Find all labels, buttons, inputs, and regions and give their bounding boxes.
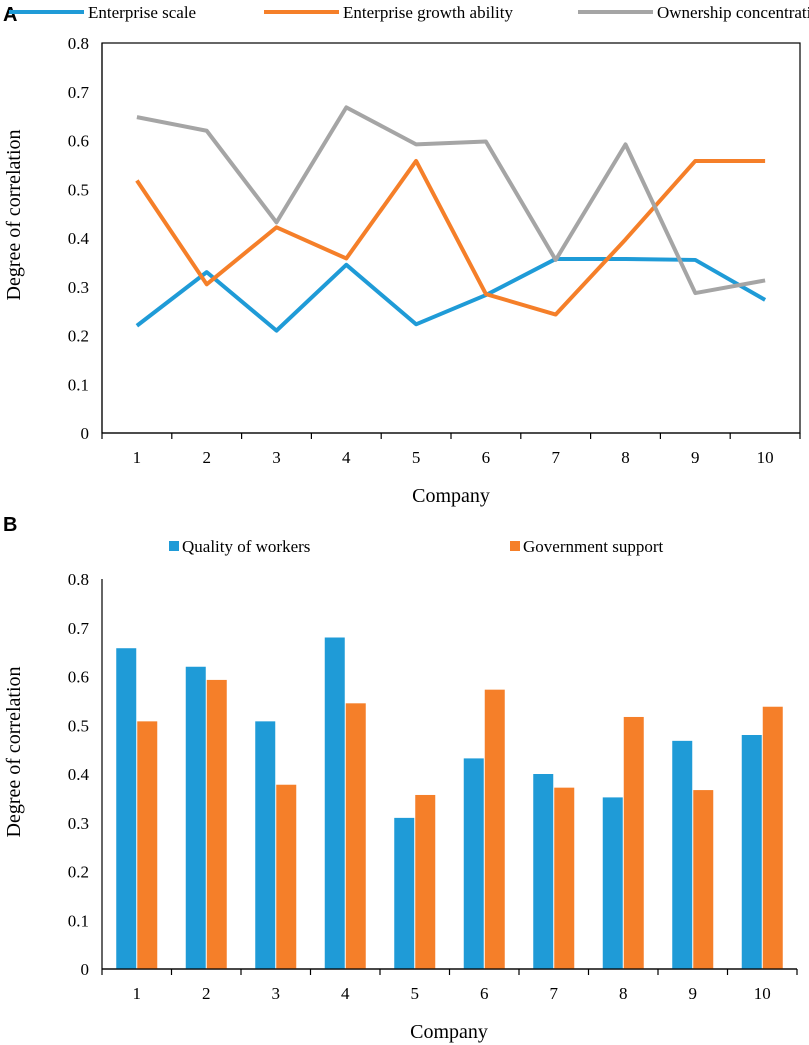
panel-a-y-tick-label: 0.5 <box>68 180 89 199</box>
panel-b-x-tick-label: 10 <box>754 984 771 1003</box>
series-line-enterprise-growth-ability <box>135 158 766 317</box>
panel-a-y-tick-label: 0.6 <box>68 132 89 151</box>
panel-a-y-tick-label: 0.1 <box>68 375 89 394</box>
bar-quality-of-workers <box>533 774 554 969</box>
panel-a-x-tick-label: 6 <box>482 448 491 467</box>
bar-quality-of-workers <box>741 735 762 969</box>
bar-quality-of-workers <box>463 758 484 969</box>
panel-b-y-tick-label: 0.4 <box>68 765 90 784</box>
panel-b-y-tick-label: 0.3 <box>68 814 89 833</box>
bar-quality-of-workers <box>394 817 415 969</box>
panel-b-x-tick-label: 4 <box>341 984 350 1003</box>
bar-government-support <box>762 706 783 969</box>
bar-government-support <box>415 794 436 969</box>
panel-a-x-tick-label: 10 <box>757 448 774 467</box>
panel-a-label: A <box>3 4 17 26</box>
legend-label: Ownership concentration <box>657 3 809 22</box>
panel-a-x-tick-label: 3 <box>272 448 281 467</box>
panel-b-y-tick-label: 0.5 <box>68 716 89 735</box>
panel-a-plot-area: 0 0.1 0.2 0.3 0.4 0.5 0.6 0.7 0.8 1 2 3 4 5 6 7 8 9 10 <box>68 34 801 467</box>
panel-a-x-tick-label: 8 <box>621 448 630 467</box>
bar-government-support <box>276 784 297 969</box>
bar-quality-of-workers <box>255 721 276 969</box>
panel-b-x-tick-label: 5 <box>411 984 420 1003</box>
bar-quality-of-workers <box>602 797 623 969</box>
panel-b-x-tick-label: 8 <box>619 984 628 1003</box>
bar-government-support <box>137 721 158 969</box>
panel-a-legend: Enterprise scale Enterprise growth abilit… <box>9 3 809 22</box>
panel-a-line-chart: A Enterprise scale Enterprise growth abil… <box>3 3 809 507</box>
panel-a-y-tick-label: 0.8 <box>68 34 89 53</box>
panel-b-y-tick-label: 0.2 <box>68 863 89 882</box>
panel-a-y-tick-label: 0.4 <box>68 229 90 248</box>
legend-item: Government support <box>510 537 664 556</box>
bar-government-support <box>345 703 366 969</box>
bar-government-support <box>484 689 505 969</box>
legend-item: Ownership concentration <box>578 3 809 22</box>
panel-a-y-axis-label: Degree of correlation <box>3 129 25 300</box>
bar-government-support <box>554 787 575 969</box>
legend-label: Enterprise growth ability <box>343 3 513 22</box>
panel-a-x-tick-label: 4 <box>342 448 351 467</box>
panel-b-label: B <box>3 514 17 536</box>
panel-b-x-tick-label: 9 <box>689 984 698 1003</box>
panel-b-legend: Quality of workers Government support <box>169 537 664 556</box>
panel-a-y-tick-label: 0.3 <box>68 278 89 297</box>
bar-quality-of-workers <box>185 666 206 969</box>
panel-a-x-tick-label: 9 <box>691 448 700 467</box>
legend-item: Quality of workers <box>169 537 310 556</box>
panel-a-plot-frame <box>101 42 801 434</box>
panel-b-bar-chart: B Quality of workers Government support D… <box>3 514 798 1043</box>
legend-item: Enterprise scale <box>9 3 196 22</box>
bar-government-support <box>623 716 644 969</box>
panel-a-y-tick-label: 0.7 <box>68 83 90 102</box>
panel-b-y-tick-label: 0.8 <box>68 570 89 589</box>
panel-b-x-tick-label: 7 <box>550 984 559 1003</box>
legend-label: Enterprise scale <box>88 3 196 22</box>
panel-b-plot-area: 0 0.1 0.2 0.3 0.4 0.5 0.6 0.7 0.8 1 2 3 4 5 6 7 8 9 10 <box>68 570 798 1003</box>
panel-b-y-tick-label: 0.7 <box>68 619 90 638</box>
bar-quality-of-workers <box>324 637 345 969</box>
panel-a-y-tick-label: 0 <box>81 424 90 443</box>
panel-b-y-tick-label: 0.1 <box>68 911 89 930</box>
panel-b-x-tick-label: 2 <box>202 984 211 1003</box>
series-line-ownership-concentration <box>136 105 766 296</box>
panel-a-x-axis-label: Company <box>412 485 490 507</box>
panel-b-x-tick-label: 1 <box>133 984 142 1003</box>
panel-b-y-axis-label: Degree of correlation <box>3 666 25 837</box>
bar-quality-of-workers <box>672 740 693 969</box>
panel-b-y-tick-label: 0 <box>81 960 90 979</box>
panel-b-x-tick-label: 6 <box>480 984 489 1003</box>
panel-a-y-tick-label: 0.2 <box>68 327 89 346</box>
panel-b-x-axis-label: Company <box>410 1021 488 1043</box>
panel-b-x-tick-label: 3 <box>272 984 281 1003</box>
panel-a-x-tick-label: 7 <box>551 448 560 467</box>
legend-item: Enterprise growth ability <box>264 3 513 22</box>
panel-a-x-tick-label: 5 <box>412 448 421 467</box>
bar-government-support <box>693 790 714 969</box>
bar-government-support <box>206 679 227 969</box>
legend-swatch <box>510 541 520 551</box>
panel-b-y-tick-label: 0.6 <box>68 668 89 687</box>
panel-a-x-tick-label: 1 <box>133 448 142 467</box>
panel-a-x-tick-label: 2 <box>202 448 211 467</box>
bar-quality-of-workers <box>116 648 137 969</box>
legend-label: Government support <box>523 537 664 556</box>
legend-label: Quality of workers <box>182 537 310 556</box>
series-line-enterprise-scale <box>135 256 767 333</box>
legend-swatch <box>169 541 179 551</box>
